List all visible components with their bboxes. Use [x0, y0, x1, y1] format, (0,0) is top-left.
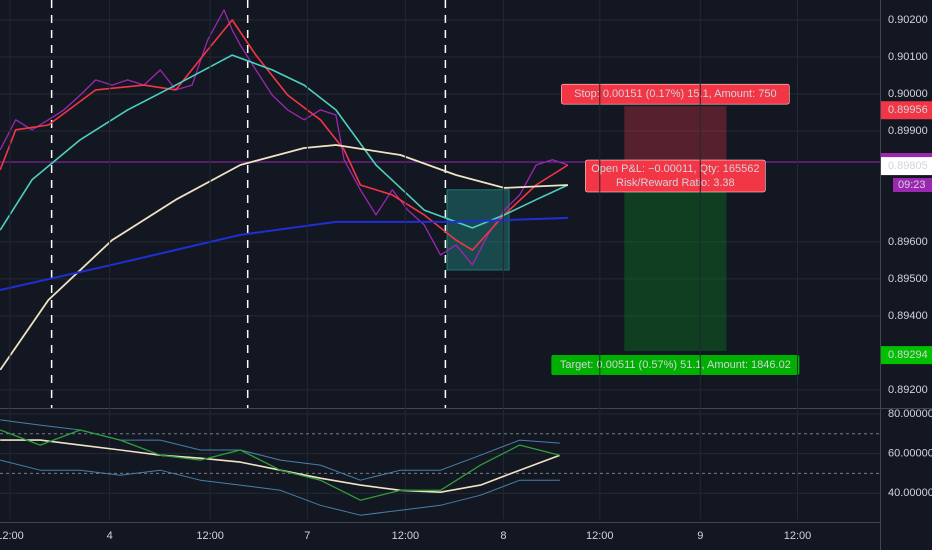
series-line — [0, 429, 560, 501]
x-tick-label: 9 — [697, 530, 703, 542]
y-tick-label: 80.00000 — [888, 408, 932, 420]
price-badge-text: 0.89956 — [888, 104, 928, 116]
series-line — [0, 216, 568, 291]
series-line — [0, 9, 569, 266]
price-badge — [881, 157, 932, 176]
series-line — [0, 54, 569, 231]
y-tick-label: 0.89900 — [888, 125, 928, 137]
label-box — [551, 355, 800, 376]
y-tick-label: 0.90200 — [888, 14, 928, 26]
x-tick-label: 12:00 — [196, 530, 224, 542]
series-line — [0, 19, 569, 251]
series-line — [0, 144, 568, 371]
y-tick-label: 40.00000 — [888, 487, 932, 499]
y-tick-label: 0.89200 — [888, 384, 928, 396]
price-badge — [881, 346, 932, 365]
y-tick-label: 0.89400 — [888, 310, 928, 322]
x-tick-label: 12:00 — [586, 530, 614, 542]
label-box — [561, 83, 790, 105]
label-text: Target: 0.00511 (0.57%) 51.1, Amount: 18… — [560, 359, 791, 371]
price-badge — [881, 101, 932, 120]
countdown-text: 09:23 — [898, 179, 926, 191]
countdown-badge — [893, 178, 932, 193]
target-zone — [624, 162, 727, 352]
y-tick-label: 0.90100 — [888, 51, 928, 63]
x-tick-label: 8 — [500, 530, 506, 542]
label-box — [585, 159, 766, 193]
y-tick-label: 60.00000 — [888, 448, 932, 460]
x-tick-label: 12:00 — [784, 530, 812, 542]
y-tick-label: 0.89600 — [888, 236, 928, 248]
label-text: Open P&L: −0.00011, Qty: 165562 — [591, 163, 759, 175]
x-tick-label: 4 — [107, 530, 113, 542]
label-text: Risk/Reward Ratio: 3.38 — [616, 177, 735, 189]
stop-zone — [624, 106, 727, 163]
label-text: Stop: 0.00151 (0.17%) 15.1, Amount: 750 — [574, 88, 776, 100]
range-box — [446, 189, 510, 271]
y-tick-label: 0.89500 — [888, 273, 928, 285]
x-tick-label: 7 — [304, 530, 310, 542]
y-tick-label: 0.90000 — [888, 88, 928, 100]
x-tick-label: 12:00 — [0, 530, 24, 542]
price-badge-text: 0.89805 — [888, 160, 928, 172]
x-tick-label: 12:00 — [392, 530, 420, 542]
price-badge-text: 0.89294 — [888, 349, 928, 361]
series-line — [0, 459, 560, 516]
